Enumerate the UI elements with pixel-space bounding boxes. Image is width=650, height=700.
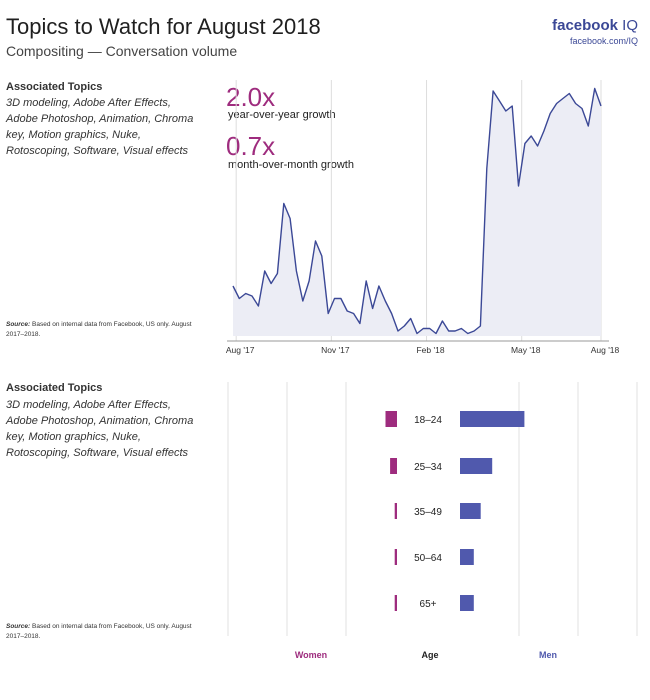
area-fill <box>233 88 601 336</box>
source-text-2: Based on internal data from Facebook, US… <box>6 623 192 640</box>
brand-name: facebook <box>552 17 618 34</box>
mom-growth-label: month-over-month growth <box>228 159 354 171</box>
associated-topics-list: 3D modeling, Adobe After Effects, Adobe … <box>6 97 194 157</box>
brand-logo: facebook IQ facebook.com/IQ <box>552 17 638 46</box>
page-subtitle: Compositing — Conversation volume <box>6 43 238 59</box>
source-note: Source: Based on internal data from Face… <box>6 320 196 340</box>
bar-men <box>460 503 481 519</box>
bar-men <box>460 411 525 427</box>
x-tick-label: Aug '18 <box>591 345 620 355</box>
age-category-label: 50–64 <box>414 553 442 564</box>
x-tick-label: Nov '17 <box>321 345 350 355</box>
women-axis-label: Women <box>295 650 327 660</box>
mom-growth-value: 0.7x <box>226 131 276 161</box>
age-category-label: 18–24 <box>414 415 442 426</box>
x-tick-label: Feb '18 <box>416 345 444 355</box>
associated-topics-heading-2: Associated Topics <box>6 382 103 394</box>
series-line <box>232 87 602 335</box>
bar-women <box>394 503 397 519</box>
page-title: Topics to Watch for August 2018 <box>6 14 321 39</box>
conversation-volume-chart: Aug '17 Nov '17 Feb '18 May '18 Aug '18 <box>226 80 620 355</box>
yoy-growth-label: year-over-year growth <box>228 109 336 121</box>
yoy-growth-value: 2.0x <box>226 82 276 112</box>
age-category-label: 65+ <box>420 599 437 610</box>
bar-men <box>460 458 493 474</box>
age-category-label: 35–49 <box>414 507 442 518</box>
x-tick-label: Aug '17 <box>226 345 255 355</box>
bar-women <box>394 549 397 565</box>
associated-topics-list-2: 3D modeling, Adobe After Effects, Adobe … <box>6 399 194 459</box>
bar-men <box>460 549 474 565</box>
bar-women <box>385 411 397 427</box>
age-category-label: 25–34 <box>414 462 442 473</box>
brand-url: facebook.com/IQ <box>569 36 638 46</box>
source-label: Source: <box>6 321 31 328</box>
bar-women <box>394 595 397 611</box>
age-gender-chart: 18–24 25–34 35–49 50–64 65+ Women Age Men <box>227 382 638 660</box>
source-note-2: Source: Based on internal data from Face… <box>6 622 196 642</box>
associated-topics-heading: Associated Topics <box>6 81 103 93</box>
men-axis-label: Men <box>539 650 557 660</box>
brand-suffix: IQ <box>622 17 638 34</box>
x-tick-label: May '18 <box>511 345 541 355</box>
source-text: Based on internal data from Facebook, US… <box>6 321 192 338</box>
source-label-2: Source: <box>6 623 31 630</box>
bar-women <box>390 458 397 474</box>
age-axis-label: Age <box>421 650 438 660</box>
bar-men <box>460 595 474 611</box>
